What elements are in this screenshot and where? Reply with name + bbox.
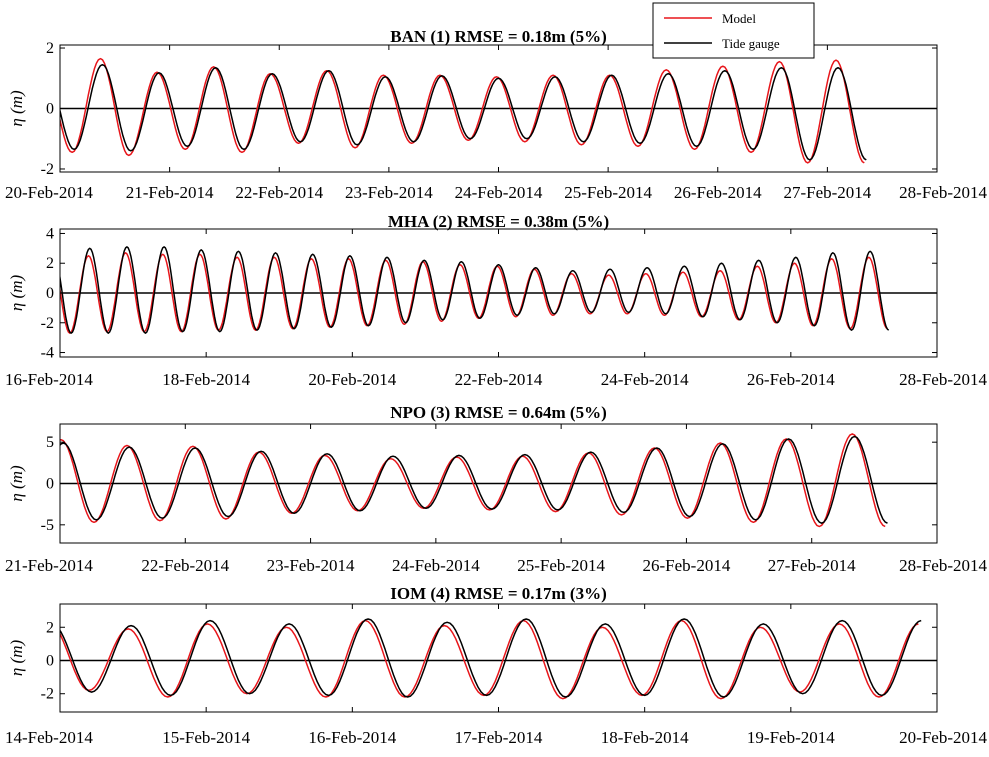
legend: Model Tide gauge xyxy=(652,2,815,59)
legend-box xyxy=(652,2,815,59)
x-tick-label: 16-Feb-2014 xyxy=(308,728,396,747)
x-tick-label: 22-Feb-2014 xyxy=(455,370,543,389)
y-tick-label: 0 xyxy=(46,476,54,493)
y-tick-label: -2 xyxy=(41,161,54,178)
x-tick-label: 24-Feb-2014 xyxy=(601,370,689,389)
y-tick-label: -2 xyxy=(41,315,54,332)
panel-title: BAN (1) RMSE = 0.18m (5%) xyxy=(390,27,607,46)
y-axis-label: η (m) xyxy=(7,640,26,677)
panel-1: BAN (1) RMSE = 0.18m (5%) -2 0 2 η (m) 20-Feb… xyxy=(5,27,987,202)
y-axis-label: η (m) xyxy=(7,90,26,127)
x-tick-label: 20-Feb-2014 xyxy=(5,183,93,202)
plot-area xyxy=(60,246,890,334)
x-tick-label: 18-Feb-2014 xyxy=(162,370,250,389)
x-tick-label: 28-Feb-2014 xyxy=(899,183,987,202)
x-tick-label: 24-Feb-2014 xyxy=(392,556,480,575)
y-tick-label: -5 xyxy=(41,517,54,534)
series-line-model xyxy=(60,252,888,334)
x-tick-label: 24-Feb-2014 xyxy=(455,183,543,202)
plot-area xyxy=(60,433,888,528)
series-line-tide-gauge xyxy=(60,246,890,334)
series-line-tide-gauge xyxy=(60,618,922,698)
axes-frame xyxy=(59,603,938,713)
x-tick-label: 17-Feb-2014 xyxy=(455,728,543,747)
x-tick-label: 25-Feb-2014 xyxy=(517,556,605,575)
series-line-model xyxy=(60,619,919,700)
panel-title: NPO (3) RMSE = 0.64m (5%) xyxy=(390,403,607,422)
x-tick-label: 26-Feb-2014 xyxy=(674,183,762,202)
x-tick-label: 22-Feb-2014 xyxy=(141,556,229,575)
y-axis-label: η (m) xyxy=(7,465,26,502)
series-line-model xyxy=(60,433,886,528)
x-tick-label: 18-Feb-2014 xyxy=(601,728,689,747)
y-tick-label: 2 xyxy=(46,40,54,57)
x-tick-label: 19-Feb-2014 xyxy=(747,728,835,747)
legend-label-model: Model xyxy=(722,11,756,26)
y-tick-label: 0 xyxy=(46,652,54,669)
y-tick-label: 2 xyxy=(46,255,54,272)
plot-area xyxy=(60,618,922,700)
y-tick-label: 4 xyxy=(46,225,54,242)
y-tick-label: 5 xyxy=(46,434,54,451)
x-tick-label: 26-Feb-2014 xyxy=(747,370,835,389)
x-tick-label: 27-Feb-2014 xyxy=(768,556,856,575)
x-tick-label: 14-Feb-2014 xyxy=(5,728,93,747)
y-tick-label: 2 xyxy=(46,619,54,636)
x-tick-label: 27-Feb-2014 xyxy=(783,183,871,202)
x-tick-label: 28-Feb-2014 xyxy=(899,556,987,575)
y-axis-label: η (m) xyxy=(7,275,26,312)
x-tick-label: 20-Feb-2014 xyxy=(308,370,396,389)
x-tick-label: 26-Feb-2014 xyxy=(643,556,731,575)
y-tick-label: 0 xyxy=(46,285,54,302)
y-tick-label: -4 xyxy=(41,345,54,362)
x-tick-label: 23-Feb-2014 xyxy=(267,556,355,575)
x-tick-label: 22-Feb-2014 xyxy=(235,183,323,202)
panel-title: IOM (4) RMSE = 0.17m (3%) xyxy=(390,584,607,603)
series-line-tide-gauge xyxy=(60,63,867,161)
x-tick-label: 25-Feb-2014 xyxy=(564,183,652,202)
y-tick-label: 0 xyxy=(46,101,54,118)
y-tick-label: -2 xyxy=(41,686,54,703)
x-tick-label: 21-Feb-2014 xyxy=(5,556,93,575)
panel-title: MHA (2) RMSE = 0.38m (5%) xyxy=(388,212,609,231)
legend-label-tide-gauge: Tide gauge xyxy=(722,36,780,51)
x-tick-label: 15-Feb-2014 xyxy=(162,728,250,747)
panel-4: IOM (4) RMSE = 0.17m (3%) -2 0 2 η (m) 14-Feb… xyxy=(5,584,987,747)
panel-3: NPO (3) RMSE = 0.64m (5%) -5 0 5 η (m) 21-Feb… xyxy=(5,403,987,575)
x-tick-label: 16-Feb-2014 xyxy=(5,370,93,389)
panel-2: MHA (2) RMSE = 0.38m (5%) -4 -2 0 2 4 η (m) 16-… xyxy=(5,212,987,389)
x-tick-label: 28-Feb-2014 xyxy=(899,370,987,389)
series-line-tide-gauge xyxy=(60,435,888,524)
x-tick-label: 23-Feb-2014 xyxy=(345,183,433,202)
x-tick-label: 21-Feb-2014 xyxy=(126,183,214,202)
x-tick-label: 20-Feb-2014 xyxy=(899,728,987,747)
series-line-model xyxy=(60,57,865,164)
plot-area xyxy=(60,57,867,164)
